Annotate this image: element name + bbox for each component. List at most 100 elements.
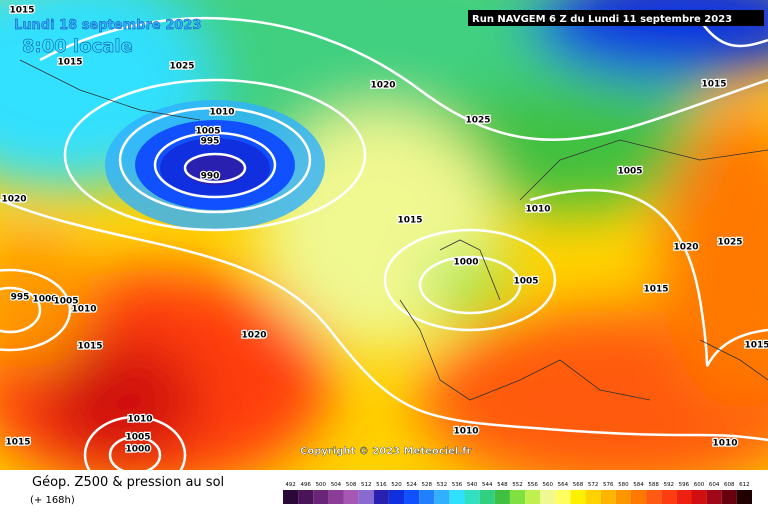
isobar-label: 1025 [465,116,490,126]
legend-label: 560 [543,482,554,488]
isobar-label: 1015 [57,58,82,68]
legend-label: 612 [739,482,750,488]
isobar-label: 1015 [77,342,102,352]
isobar-label: 1005 [53,297,78,307]
legend-label: 500 [316,482,327,488]
isobar-label: 1000 [453,258,478,268]
isobar-label: 1010 [525,205,550,215]
legend-label: 520 [391,482,402,488]
legend-swatch [328,490,344,504]
legend-swatch [615,490,631,504]
footer-title: Géop. Z500 & pression au sol [32,475,224,490]
legend-label: 572 [588,482,599,488]
legend-label: 528 [421,482,432,488]
isobars [0,17,768,470]
legend-swatch [313,490,329,504]
isobar-label: 1010 [127,415,152,425]
copyright: Copyright © 2023 Meteociel.fr [300,446,471,457]
legend-swatch [358,490,374,504]
isobar-label: 1010 [71,305,96,315]
legend-label: 568 [573,482,584,488]
legend-swatch [691,490,707,504]
legend-swatch [388,490,405,504]
legend-swatch [298,490,314,504]
legend-label: 580 [618,482,629,488]
isobar-label: 1025 [169,62,194,72]
isobar-label: 1020 [241,331,266,341]
legend-label: 544 [482,482,493,488]
legend-label: 600 [694,482,705,488]
legend-swatch [464,490,480,504]
legend-swatch [509,490,526,504]
isobar-label: 1010 [712,439,737,449]
legend-swatch [479,490,495,504]
isobar-label: 1020 [673,243,698,253]
legend-label: 596 [679,482,690,488]
isobar-label: 1010 [453,427,478,437]
legend-swatch [555,490,571,504]
legend-swatch [343,490,359,504]
legend-label: 556 [527,482,538,488]
legend-swatch [706,490,722,504]
legend-label: 576 [603,482,614,488]
legend-label: 584 [633,482,644,488]
legend-swatch [630,490,647,504]
isobar-label: 1020 [370,81,395,91]
legend-swatch [494,490,510,504]
legend-label: 524 [406,482,417,488]
isobar-label: 1015 [397,216,422,226]
legend-swatch [525,490,541,504]
isobar-label: 1010 [209,108,234,118]
isobar-label: 1000 [32,295,57,305]
legend-label: 604 [709,482,720,488]
isobar-label: 1000 [125,445,150,455]
isobar-label: 1015 [701,80,726,90]
isobar-label: 1015 [643,285,668,295]
legend-swatch [419,490,435,504]
legend-swatch [585,490,601,504]
date: Lundi 18 septembre 2023 [14,18,201,33]
isobar-label: 990 [201,172,220,182]
legend-label: 504 [331,482,342,488]
run: Run NAVGEM 6 Z du Lundi 11 septembre 202… [472,14,732,25]
isobar-label: 1025 [717,238,742,248]
legend-swatch [646,490,662,504]
legend-swatch [434,490,450,504]
isobar-label: 1005 [125,433,150,443]
legend-label: 588 [648,482,659,488]
coastlines [19,59,768,401]
time: 8:00 locale [22,36,133,57]
legend-swatch [540,490,556,504]
legend-swatch [736,490,752,504]
legend-swatch [570,490,586,504]
legend-label: 516 [376,482,387,488]
isobar-label: 1005 [513,277,538,287]
legend-swatch [373,490,389,504]
run-box [468,10,764,26]
legend-label: 532 [437,482,448,488]
isobar-label: 1020 [1,195,26,205]
isobar-label: 1015 [9,6,34,16]
legend-label: 512 [361,482,372,488]
legend-swatch [661,490,677,504]
isobar-label: 1015 [744,341,768,351]
legend-label: 608 [724,482,735,488]
legend-label: 508 [346,482,357,488]
isobar-label: 1015 [5,438,30,448]
legend-label: 540 [467,482,478,488]
footer-lead: (+ 168h) [30,495,75,506]
legend-label: 548 [497,482,508,488]
legend-swatch [721,490,737,504]
legend-label: 592 [664,482,675,488]
legend-label: 496 [300,482,311,488]
legend-label: 564 [558,482,569,488]
legend-swatch [404,490,420,504]
map [0,0,768,470]
isobar-label: 995 [11,293,30,303]
isobar-label: 1005 [195,127,220,137]
legend-swatch [449,490,465,504]
isobar-label: 995 [201,137,220,147]
isobar-label: 1005 [617,167,642,177]
legend-swatch [600,490,616,504]
